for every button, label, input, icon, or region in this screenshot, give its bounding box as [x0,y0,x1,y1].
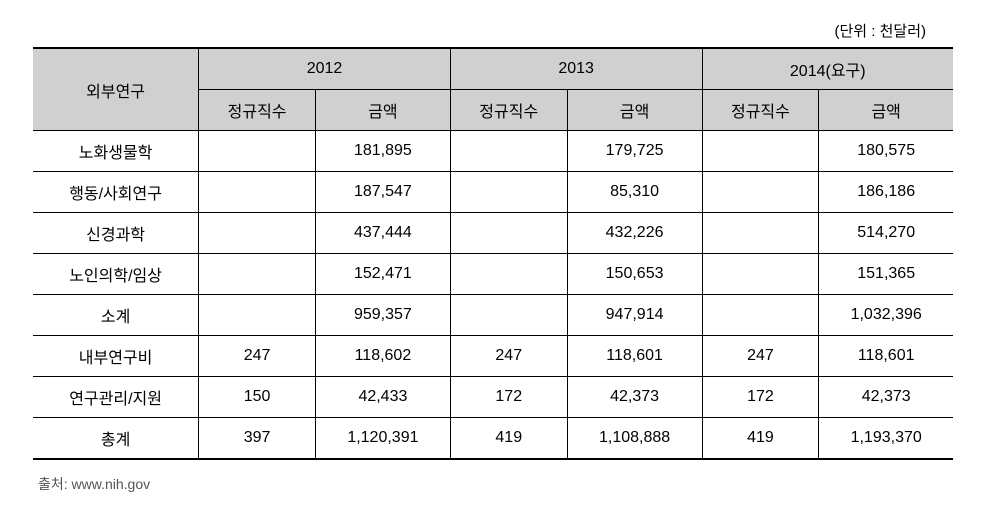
cell: 172 [702,377,819,418]
cell: 150,653 [567,254,702,295]
cell: 150 [199,377,316,418]
cell [199,295,316,336]
cell: 419 [450,418,567,460]
cell: 118,602 [316,336,451,377]
source-label: 출처: www.nih.gov [20,474,966,494]
cell: 186,186 [819,172,953,213]
header-year-2: 2014(요구) [702,48,953,90]
cell: 959,357 [316,295,451,336]
cell: 42,373 [567,377,702,418]
cell: 432,226 [567,213,702,254]
cell: 1,193,370 [819,418,953,460]
cell: 118,601 [819,336,953,377]
cell [702,295,819,336]
row-label: 행동/사회연구 [33,172,199,213]
cell: 152,471 [316,254,451,295]
header-sub-0-0: 정규직수 [199,90,316,131]
cell: 179,725 [567,131,702,172]
header-year-1: 2013 [450,48,702,90]
row-label: 소계 [33,295,199,336]
table-row: 총계 397 1,120,391 419 1,108,888 419 1,193… [33,418,953,460]
header-rowhead: 외부연구 [33,48,199,131]
table-row: 내부연구비 247 118,602 247 118,601 247 118,60… [33,336,953,377]
cell: 85,310 [567,172,702,213]
cell: 42,373 [819,377,953,418]
header-sub-1-1: 금액 [567,90,702,131]
table-row: 연구관리/지원 150 42,433 172 42,373 172 42,373 [33,377,953,418]
cell: 1,032,396 [819,295,953,336]
budget-table: 외부연구 2012 2013 2014(요구) 정규직수 금액 정규직수 금액 … [33,47,953,460]
cell: 187,547 [316,172,451,213]
cell: 437,444 [316,213,451,254]
cell: 1,108,888 [567,418,702,460]
cell: 419 [702,418,819,460]
table-row: 신경과학 437,444 432,226 514,270 [33,213,953,254]
header-sub-0-1: 금액 [316,90,451,131]
cell: 118,601 [567,336,702,377]
cell [199,254,316,295]
header-sub-1-0: 정규직수 [450,90,567,131]
table-body: 노화생물학 181,895 179,725 180,575 행동/사회연구 18… [33,131,953,460]
table-row: 노인의학/임상 152,471 150,653 151,365 [33,254,953,295]
row-label: 노화생물학 [33,131,199,172]
row-label: 노인의학/임상 [33,254,199,295]
cell: 247 [702,336,819,377]
cell: 247 [450,336,567,377]
cell [450,295,567,336]
cell [199,131,316,172]
table-row: 노화생물학 181,895 179,725 180,575 [33,131,953,172]
cell [702,213,819,254]
cell: 42,433 [316,377,451,418]
cell: 947,914 [567,295,702,336]
cell [702,172,819,213]
cell: 151,365 [819,254,953,295]
table-row: 행동/사회연구 187,547 85,310 186,186 [33,172,953,213]
cell [450,172,567,213]
header-sub-2-1: 금액 [819,90,953,131]
cell: 181,895 [316,131,451,172]
row-label: 총계 [33,418,199,460]
cell [702,131,819,172]
cell: 397 [199,418,316,460]
row-label: 신경과학 [33,213,199,254]
header-year-0: 2012 [199,48,451,90]
unit-label: (단위 : 천달러) [20,20,966,41]
cell: 180,575 [819,131,953,172]
cell [199,172,316,213]
header-sub-2-0: 정규직수 [702,90,819,131]
row-label: 연구관리/지원 [33,377,199,418]
cell: 172 [450,377,567,418]
cell [702,254,819,295]
cell: 1,120,391 [316,418,451,460]
cell: 247 [199,336,316,377]
cell [450,254,567,295]
cell [450,131,567,172]
cell: 514,270 [819,213,953,254]
cell [450,213,567,254]
table-row: 소계 959,357 947,914 1,032,396 [33,295,953,336]
row-label: 내부연구비 [33,336,199,377]
cell [199,213,316,254]
